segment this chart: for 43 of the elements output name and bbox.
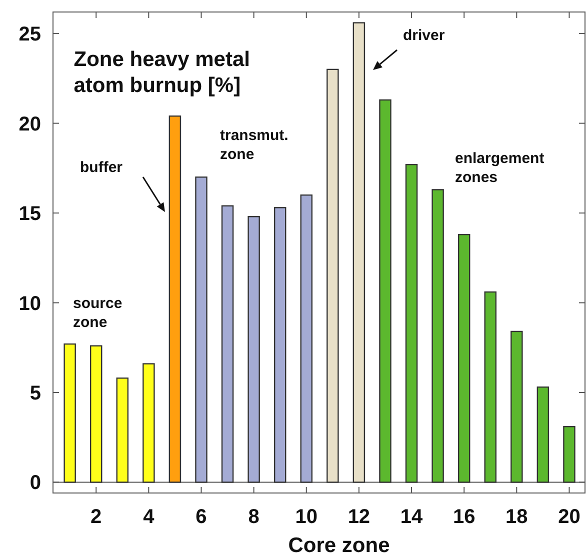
bar bbox=[300, 194, 313, 483]
y-tick-label: 5 bbox=[30, 382, 41, 404]
x-axis-title: Core zone bbox=[288, 534, 390, 557]
x-tick-label: 12 bbox=[348, 506, 370, 528]
text: Zone heavy metal atom burnup [%] bbox=[74, 48, 250, 97]
bar bbox=[563, 426, 576, 483]
y-tick-label: 25 bbox=[18, 24, 41, 46]
x-tick-label: 4 bbox=[143, 506, 156, 528]
bar bbox=[326, 68, 339, 483]
bar bbox=[458, 234, 470, 483]
bar bbox=[248, 216, 260, 483]
annotation: driver bbox=[403, 27, 445, 44]
bar bbox=[484, 291, 496, 483]
bar bbox=[142, 363, 155, 483]
y-tick-label: 15 bbox=[18, 203, 41, 226]
y-tick-label: 10 bbox=[18, 292, 41, 315]
bar bbox=[432, 189, 444, 483]
annotation: buffer bbox=[80, 159, 123, 176]
bar bbox=[195, 176, 208, 483]
bar bbox=[221, 205, 234, 483]
x-tick-label: 2 bbox=[90, 506, 102, 528]
x-tick-label: 16 bbox=[452, 506, 476, 528]
x-tick-label: 10 bbox=[295, 506, 318, 528]
x-tick-label: 18 bbox=[506, 506, 528, 528]
bar bbox=[510, 330, 523, 483]
x-tick-label: 6 bbox=[196, 506, 207, 528]
bar bbox=[90, 345, 102, 483]
annotation: transmut. zone bbox=[220, 127, 288, 163]
y-tick-label: 0 bbox=[30, 472, 41, 494]
y-tick-label: 20 bbox=[18, 113, 41, 136]
bar bbox=[352, 22, 366, 483]
bar bbox=[379, 99, 392, 483]
bar bbox=[536, 386, 550, 483]
bar bbox=[274, 207, 286, 483]
annotation: source zone bbox=[73, 295, 122, 331]
bar bbox=[405, 164, 418, 483]
x-tick-label: 20 bbox=[558, 506, 580, 528]
x-tick-label: 14 bbox=[400, 506, 424, 528]
bar bbox=[168, 115, 182, 483]
annotation: enlargement zones bbox=[455, 150, 544, 186]
x-tick-label: 8 bbox=[248, 506, 260, 528]
bar bbox=[116, 378, 129, 483]
bar bbox=[64, 343, 76, 483]
